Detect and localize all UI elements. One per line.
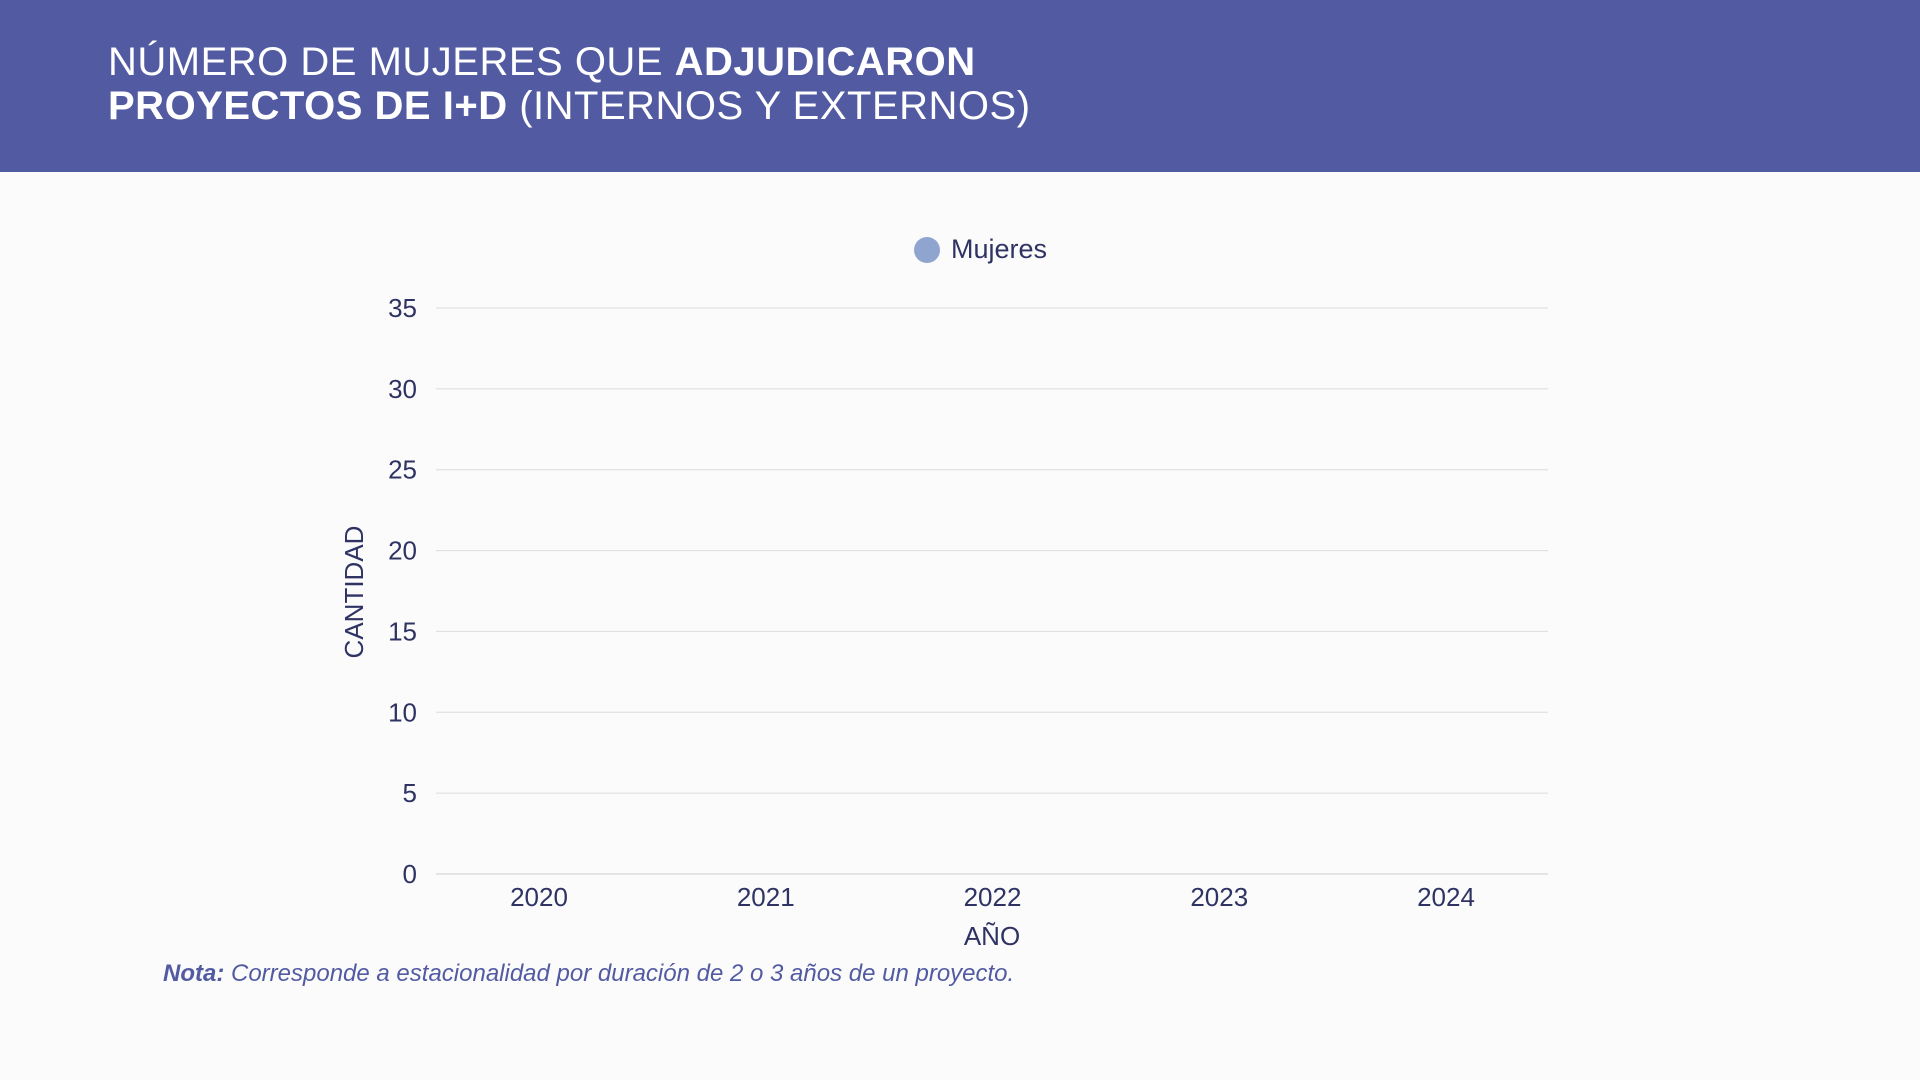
x-axis-ticks: 2020 2021 2022 2023 2024 <box>510 882 1475 912</box>
x-tick-label: 2023 <box>1190 882 1248 912</box>
x-axis-label: AÑO <box>964 921 1020 951</box>
note-label: Nota: <box>163 960 225 987</box>
y-axis-label: CANTIDAD <box>339 526 369 659</box>
page-title: NÚMERO DE MUJERES QUE ADJUDICARON PROYEC… <box>108 40 1031 128</box>
y-tick-label: 5 <box>403 778 417 808</box>
legend-label-mujeres: Mujeres <box>951 234 1047 264</box>
y-tick-label: 20 <box>388 536 417 566</box>
x-tick-label: 2021 <box>737 882 795 912</box>
chart-note: Nota: Corresponde a estacionalidad por d… <box>163 960 1014 988</box>
title-line1-normal: NÚMERO DE MUJERES QUE <box>108 40 675 84</box>
x-tick-label: 2024 <box>1417 882 1475 912</box>
x-tick-label: 2022 <box>964 882 1022 912</box>
note-text: Corresponde a estacionalidad por duració… <box>224 960 1015 987</box>
y-tick-label: 15 <box>388 616 417 646</box>
y-tick-label: 25 <box>388 455 417 485</box>
y-tick-label: 10 <box>388 697 417 727</box>
title-line2-bold: PROYECTOS DE I+D <box>108 84 508 128</box>
y-axis-ticks: 0 5 10 15 20 25 30 35 <box>388 293 417 889</box>
header-banner: NÚMERO DE MUJERES QUE ADJUDICARON PROYEC… <box>0 0 1920 172</box>
y-tick-label: 30 <box>388 374 417 404</box>
title-line2-normal: (INTERNOS Y EXTERNOS) <box>507 84 1031 128</box>
chart-gridlines <box>436 307 1548 875</box>
chart-legend: Mujeres <box>914 234 1047 264</box>
x-tick-label: 2020 <box>510 882 568 912</box>
y-tick-label: 0 <box>403 859 417 889</box>
y-tick-label: 35 <box>388 293 417 323</box>
legend-swatch-mujeres <box>914 237 940 263</box>
title-line1-bold: ADJUDICARON <box>674 40 976 84</box>
